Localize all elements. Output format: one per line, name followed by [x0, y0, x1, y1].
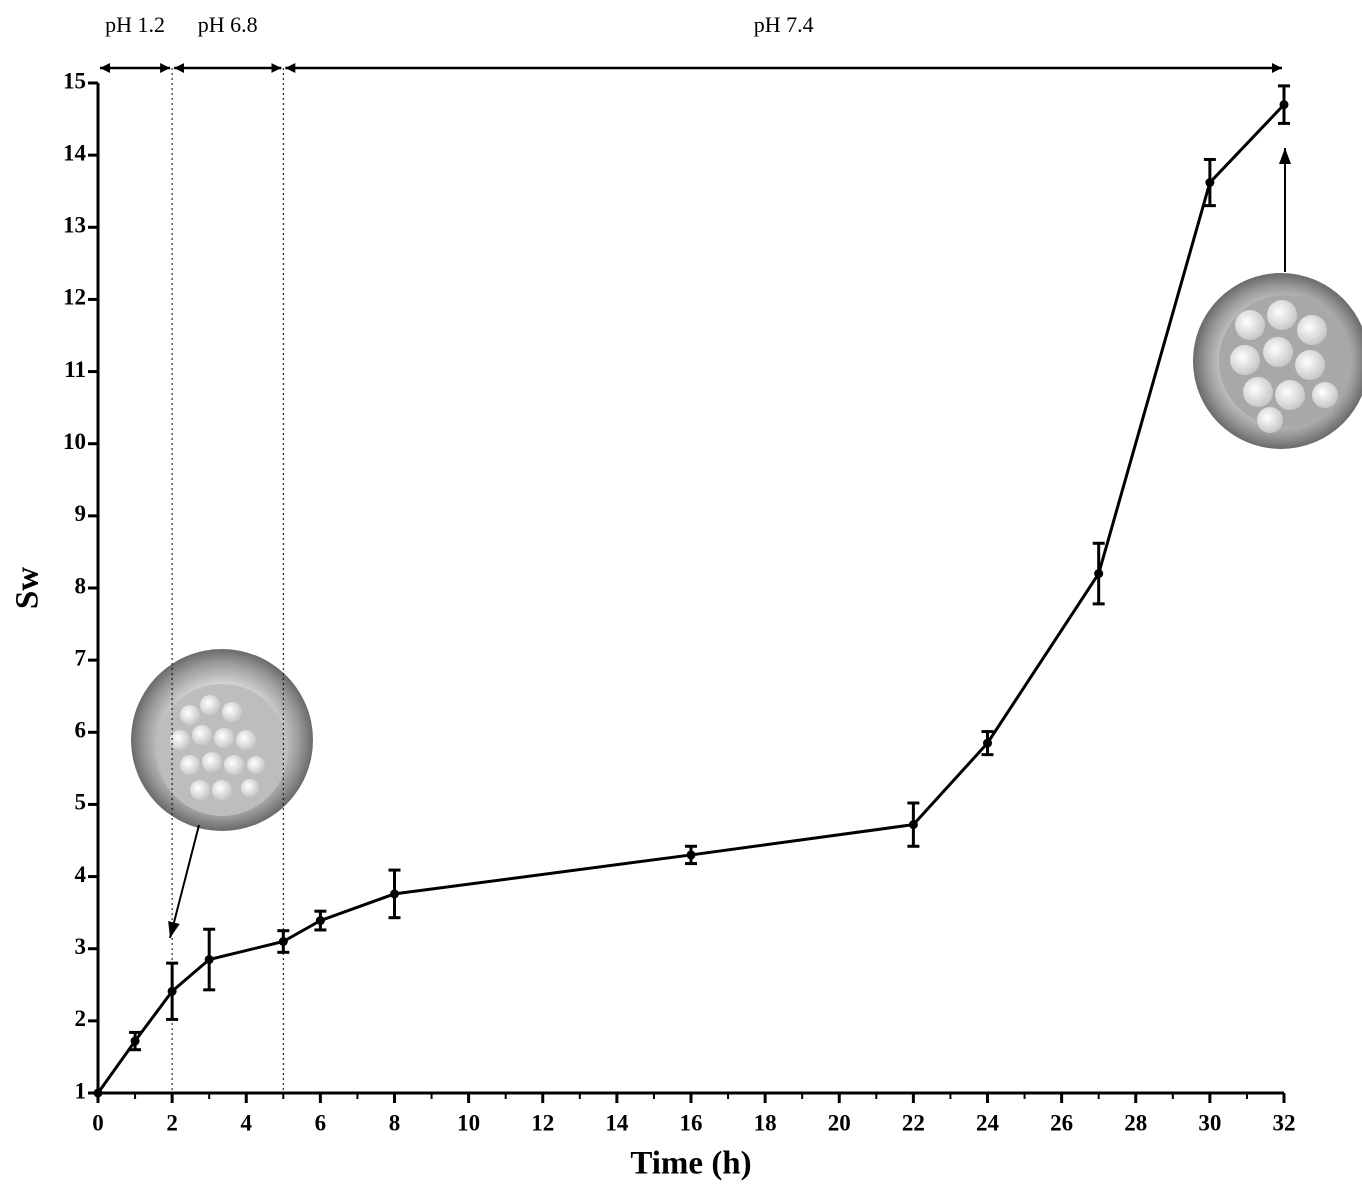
data-point: [983, 738, 992, 748]
inset-photo-early: [131, 649, 313, 831]
region-label: pH 7.4: [754, 12, 814, 37]
y-tick-label: 9: [75, 501, 87, 526]
x-tick-label: 2: [166, 1110, 178, 1135]
x-axis-title: Time (h): [630, 1146, 751, 1182]
x-tick-label: 32: [1273, 1110, 1296, 1135]
y-tick-label: 10: [63, 429, 86, 454]
y-tick-label: 7: [75, 645, 87, 670]
x-tick-label: 4: [241, 1110, 253, 1135]
y-tick-label: 11: [64, 357, 86, 382]
data-point: [686, 850, 696, 860]
data-point: [1205, 178, 1215, 188]
data-point: [908, 820, 918, 830]
x-tick-label: 8: [389, 1110, 401, 1135]
inset-arrow: [168, 824, 200, 939]
y-tick-label: 2: [75, 1006, 87, 1031]
y-tick-label: 1: [75, 1078, 87, 1103]
region-label: pH 6.8: [198, 12, 258, 37]
y-tick-label: 8: [75, 573, 87, 598]
y-axis-title: Sw: [10, 567, 46, 609]
x-tick-label: 0: [92, 1110, 104, 1135]
x-tick-label: 26: [1050, 1110, 1073, 1135]
y-tick-label: 13: [63, 213, 86, 238]
y-tick-label: 15: [63, 68, 86, 93]
y-tick-label: 14: [63, 140, 87, 165]
x-tick-label: 14: [605, 1110, 629, 1135]
data-point: [390, 889, 399, 899]
data-point: [167, 986, 177, 996]
data-point: [130, 1036, 140, 1046]
data-point: [1094, 569, 1104, 579]
data-point: [93, 1088, 103, 1098]
x-tick-label: 24: [976, 1110, 1000, 1135]
region-label: pH 1.2: [105, 12, 165, 37]
data-point: [1279, 100, 1289, 110]
y-tick-label: 12: [63, 285, 86, 310]
x-tick-label: 10: [457, 1110, 480, 1135]
y-tick-label: 4: [75, 862, 87, 887]
x-tick-label: 6: [315, 1110, 327, 1135]
x-tick-label: 22: [902, 1110, 925, 1135]
y-tick-label: 5: [75, 790, 87, 815]
data-line: [96, 103, 1286, 1094]
y-tick-label: 3: [75, 934, 87, 959]
inset-photo-late: [1193, 273, 1362, 449]
x-tick-label: 16: [680, 1110, 703, 1135]
x-tick-label: 30: [1198, 1110, 1221, 1135]
x-tick-label: 18: [754, 1110, 777, 1135]
y-tick-label: 6: [75, 718, 87, 743]
data-point: [278, 937, 288, 946]
x-tick-label: 12: [531, 1110, 554, 1135]
data-point: [315, 916, 325, 926]
data-point: [204, 955, 214, 965]
x-tick-label: 28: [1124, 1110, 1147, 1135]
x-tick-label: 20: [828, 1110, 851, 1135]
